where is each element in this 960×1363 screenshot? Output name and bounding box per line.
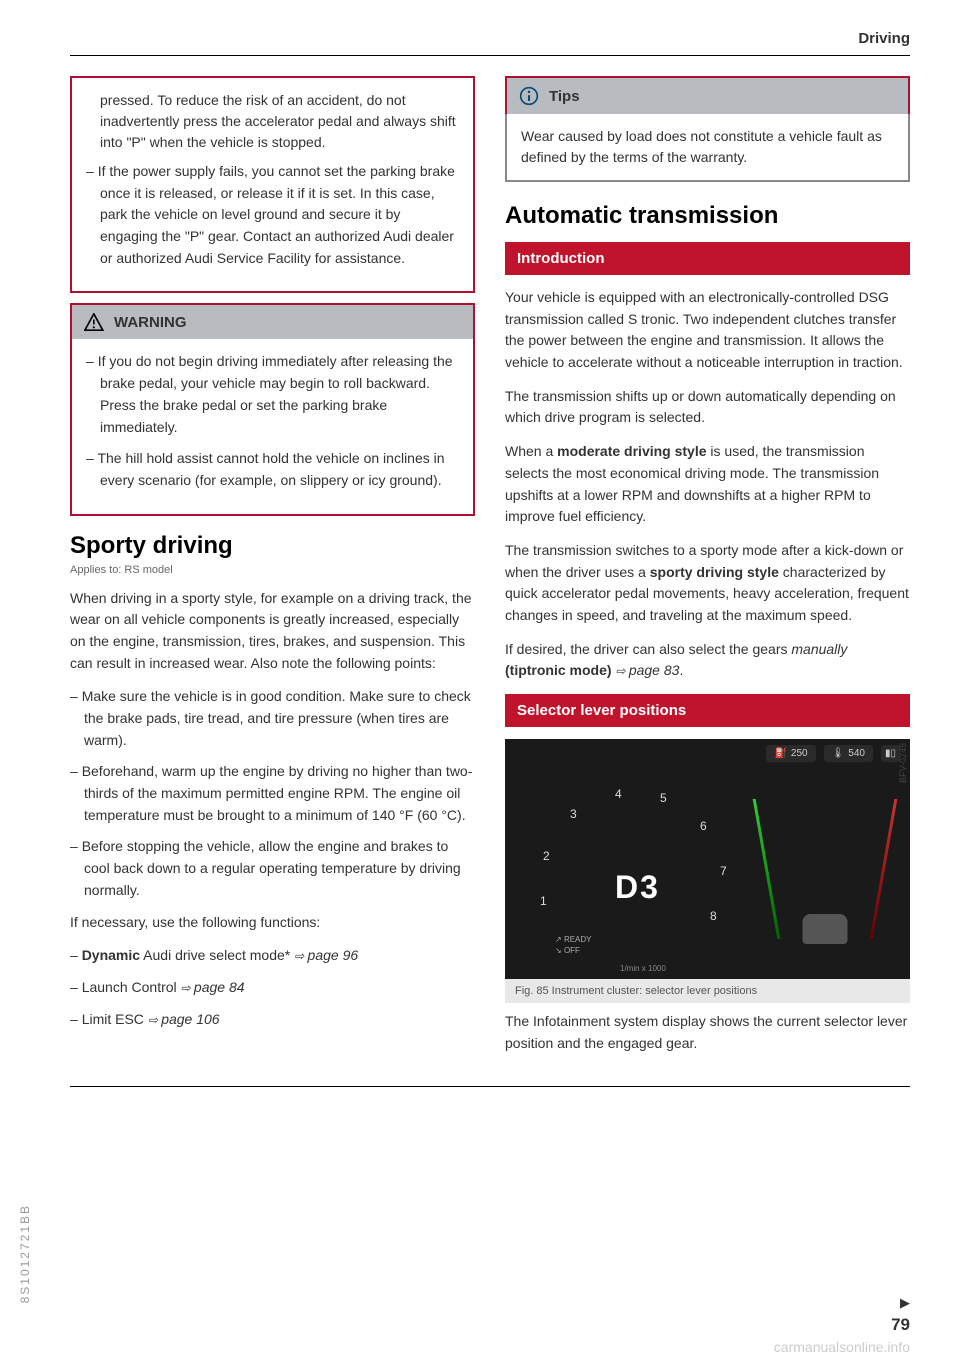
continue-arrow: ▶ [900,1295,910,1311]
range-indicator: ⛽ 250 [766,745,815,762]
warning-item2: The hill hold assist cannot hold the veh… [86,448,459,491]
instrument-cluster-image: BFV-0245 ⛽ 250 🌡 540 ▮▯ 1 2 3 4 5 6 7 [505,739,910,979]
warning-title: WARNING [114,314,187,331]
side-code: 8S1012721BB [18,1204,32,1303]
tips-box: Tips Wear caused by load does not consti… [505,76,910,182]
at-p4: The transmission switches to a sporty mo… [505,540,910,627]
right-column: Tips Wear caused by load does not consti… [505,76,910,1066]
sporty-item1: Make sure the vehicle is in good conditi… [70,686,475,751]
left-column: pressed. To reduce the risk of an accide… [70,76,475,1066]
gear-display: D3 [615,869,660,906]
page-header: Driving [70,30,910,56]
sporty-item2: Beforehand, warm up the engine by drivin… [70,761,475,826]
watermark: carmanualsonline.info [774,1339,910,1355]
car-icon [803,914,848,944]
safety-box-1: pressed. To reduce the risk of an accide… [70,76,475,293]
introduction-banner: Introduction [505,242,910,275]
selector-body: The Infotainment system display shows th… [505,1011,910,1054]
sporty-title: Sporty driving [70,532,475,560]
warning-item1: If you do not begin driving immediately … [86,351,459,438]
applies-to: Applies to: RS model [70,564,475,576]
rpm-label: 1/min x 1000 [620,964,666,973]
ready-off: ↗ READY↘ OFF [555,934,592,956]
at-p5: If desired, the driver can also select t… [505,639,910,682]
box1-p1: pressed. To reduce the risk of an accide… [86,90,459,153]
at-p2: The transmission shifts up or down autom… [505,386,910,429]
page-number: 79 [891,1315,910,1335]
info-icon [519,86,539,106]
tips-title: Tips [549,88,580,105]
at-p1: Your vehicle is equipped with an electro… [505,287,910,374]
tachometer: 1 2 3 4 5 6 7 8 D3 ↗ READY↘ OFF 1/min x … [525,769,745,969]
sporty-intro: When driving in a sporty style, for exam… [70,588,475,675]
at-p3: When a moderate driving style is used, t… [505,441,910,528]
tips-body: Wear caused by load does not constitute … [505,114,910,182]
warning-box: WARNING If you do not begin driving imme… [70,303,475,515]
func3: Limit ESC page 106 [70,1009,475,1031]
selector-banner: Selector lever positions [505,694,910,727]
temp-indicator: 🌡 540 [824,745,873,762]
auto-trans-title: Automatic transmission [505,202,910,230]
box1-p2: If the power supply fails, you cannot se… [86,161,459,269]
figure-caption: Fig. 85 Instrument cluster: selector lev… [505,979,910,1003]
lane-gauge [755,779,895,959]
figure-85: BFV-0245 ⛽ 250 🌡 540 ▮▯ 1 2 3 4 5 6 7 [505,739,910,1003]
func1: Dynamic Audi drive select mode* page 96 [70,945,475,967]
if-necessary: If necessary, use the following function… [70,912,475,934]
sporty-item3: Before stopping the vehicle, allow the e… [70,836,475,901]
bars-icon: ▮▯ [881,745,900,762]
func2: Launch Control page 84 [70,977,475,999]
warning-icon [84,313,104,331]
